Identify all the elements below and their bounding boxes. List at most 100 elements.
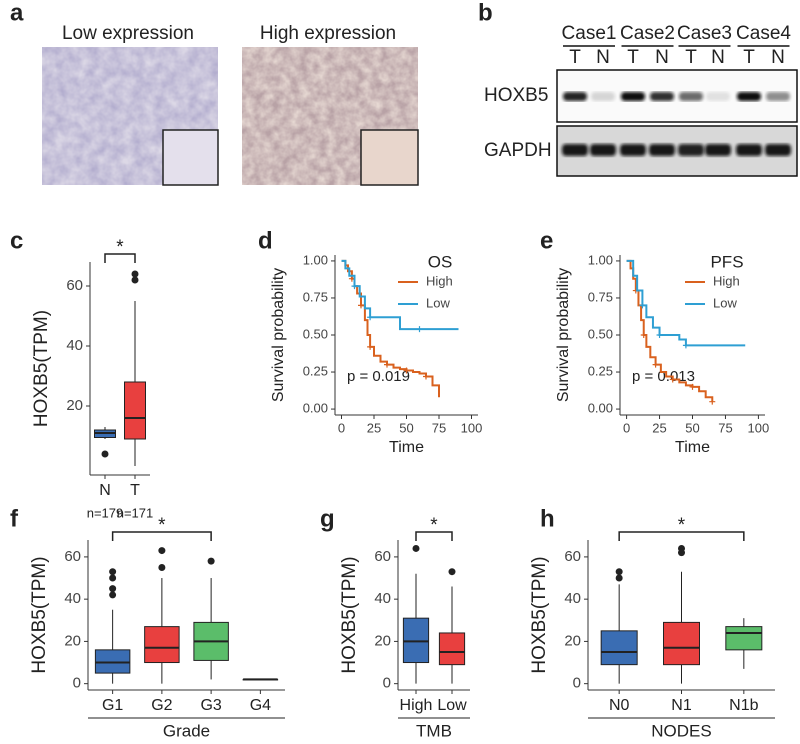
legend-label: High bbox=[713, 273, 740, 288]
y-tick-label: 0.50 bbox=[588, 326, 613, 341]
y-axis-title: HOXB5(TPM) bbox=[339, 556, 360, 673]
censor-mark bbox=[403, 367, 410, 374]
box bbox=[600, 630, 638, 666]
outlier bbox=[615, 568, 623, 576]
panel-letter: h bbox=[540, 505, 555, 532]
chart-title: OS bbox=[428, 252, 453, 271]
case-label: Case2 bbox=[620, 23, 675, 44]
lane-label: T bbox=[627, 47, 639, 68]
significance-label: * bbox=[158, 515, 166, 536]
lane-label: T bbox=[685, 47, 697, 68]
outlier bbox=[109, 585, 117, 593]
censor-mark bbox=[689, 383, 696, 390]
band bbox=[706, 92, 730, 101]
censor-mark bbox=[367, 343, 374, 350]
outlier bbox=[109, 574, 117, 582]
y-tick-label: 0.25 bbox=[303, 363, 328, 378]
x-tick-label: G2 bbox=[151, 697, 172, 714]
band bbox=[678, 144, 704, 156]
significance-label: * bbox=[678, 515, 686, 536]
survival-curve bbox=[341, 259, 459, 331]
outlier bbox=[615, 574, 623, 582]
x-tick-label: 25 bbox=[367, 420, 381, 435]
outlier bbox=[678, 544, 685, 552]
y-tick-label: 40 bbox=[64, 590, 81, 607]
outlier bbox=[131, 270, 139, 278]
band bbox=[650, 92, 674, 101]
censor-mark bbox=[639, 302, 646, 309]
y-tick-label: 0 bbox=[573, 675, 581, 692]
band bbox=[679, 92, 703, 101]
x-tick-label: High bbox=[400, 697, 433, 714]
x-tick-label: 50 bbox=[399, 420, 413, 435]
chart-title: PFS bbox=[710, 252, 743, 271]
y-tick-label: 0 bbox=[383, 675, 391, 692]
significance-bracket bbox=[415, 531, 453, 541]
y-tick-label: 0.50 bbox=[303, 326, 328, 341]
band bbox=[563, 92, 587, 101]
box bbox=[94, 649, 131, 674]
censor-mark bbox=[358, 302, 364, 309]
legend-label: High bbox=[426, 273, 453, 288]
y-tick-label: 0.75 bbox=[303, 289, 328, 304]
outlier bbox=[448, 568, 456, 576]
x-tick-label: N1 bbox=[671, 697, 692, 714]
x-tick-label: 50 bbox=[685, 420, 699, 435]
band bbox=[621, 92, 645, 101]
box bbox=[144, 626, 180, 664]
band bbox=[591, 92, 615, 101]
significance-bracket bbox=[104, 253, 136, 263]
censor-mark bbox=[652, 361, 659, 368]
x-tick-label: 75 bbox=[432, 420, 446, 435]
band bbox=[705, 144, 731, 156]
x-tick-label: 0 bbox=[623, 420, 630, 435]
sample-size: n=171 bbox=[117, 505, 154, 520]
censor-mark bbox=[423, 373, 429, 380]
x-axis-title: Time bbox=[389, 439, 424, 456]
lane-label: T bbox=[569, 47, 581, 68]
inset bbox=[360, 129, 419, 186]
x-tick-label: 100 bbox=[461, 420, 483, 435]
band bbox=[590, 144, 616, 156]
lane-label: T bbox=[743, 47, 755, 68]
y-tick-label: 40 bbox=[66, 337, 83, 354]
lane-label: N bbox=[771, 47, 785, 68]
panel-letter: e bbox=[540, 227, 553, 254]
y-axis-title: HOXB5(TPM) bbox=[31, 310, 52, 427]
lane-label: N bbox=[596, 47, 610, 68]
outlier bbox=[131, 276, 139, 284]
survival-curve bbox=[626, 259, 746, 347]
censor-mark bbox=[416, 326, 423, 333]
band bbox=[766, 92, 790, 101]
panel-letter: d bbox=[258, 227, 273, 254]
annotation: p = 0.019 bbox=[347, 368, 410, 385]
box bbox=[402, 617, 430, 664]
y-axis-title: HOXB5(TPM) bbox=[29, 556, 50, 673]
row-label: GAPDH bbox=[484, 140, 552, 161]
band bbox=[649, 144, 675, 156]
band bbox=[765, 144, 791, 156]
outlier bbox=[109, 568, 117, 576]
band bbox=[737, 92, 761, 101]
x-tick-label: N0 bbox=[609, 697, 630, 714]
censor-mark bbox=[669, 376, 676, 383]
x-tick-label: N bbox=[99, 482, 111, 499]
censor-mark bbox=[351, 283, 358, 290]
x-axis-title: TMB bbox=[416, 721, 452, 740]
x-tick-label: G3 bbox=[200, 697, 221, 714]
panel-letter: a bbox=[10, 0, 24, 26]
y-axis-title: Survival probability bbox=[270, 268, 287, 402]
censor-mark bbox=[384, 361, 390, 368]
significance-bracket bbox=[111, 531, 212, 541]
significance-bracket bbox=[618, 531, 745, 541]
legend-label: Low bbox=[713, 295, 737, 310]
y-tick-label: 60 bbox=[66, 277, 83, 294]
x-axis-title: Time bbox=[675, 439, 710, 456]
y-tick-label: 0 bbox=[73, 675, 81, 692]
x-tick-label: G4 bbox=[250, 697, 271, 714]
x-tick-label: T bbox=[130, 482, 140, 499]
significance-label: * bbox=[116, 237, 124, 258]
panel-letter: b bbox=[478, 0, 493, 26]
lane-label: N bbox=[655, 47, 669, 68]
